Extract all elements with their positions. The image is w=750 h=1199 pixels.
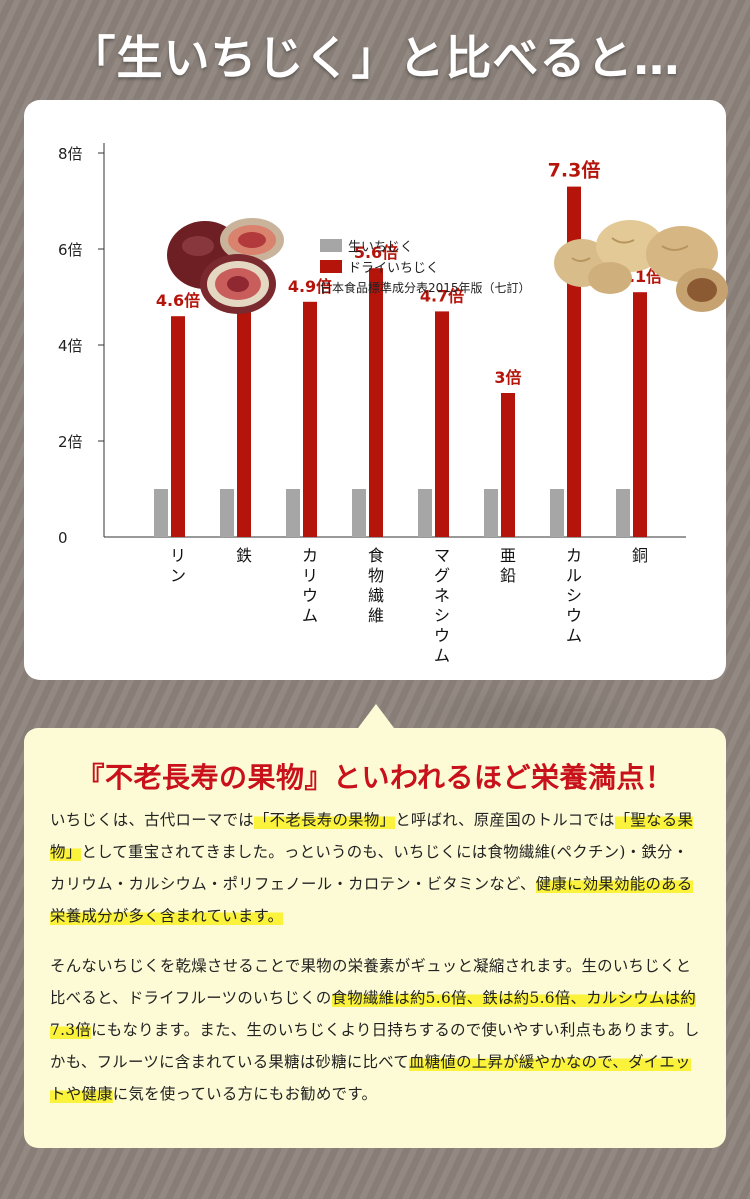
data-label: 4.7倍 <box>420 286 464 305</box>
bar-dried <box>369 268 383 537</box>
category-label-char: 物 <box>368 566 384 585</box>
legend-item-fresh: 生いちじく <box>320 235 531 256</box>
legend-swatch-fresh <box>320 239 342 252</box>
category-label-char: ル <box>566 566 582 585</box>
body-text: そんないちじくを乾燥させることで果物の栄養素がギュッと凝縮されます。生のいちじく… <box>50 957 692 1007</box>
category-label-char: ウ <box>434 626 450 645</box>
category-label-char: 食 <box>368 546 384 565</box>
category-label-char: ム <box>434 646 450 665</box>
legend-item-dried: ドライいちじく <box>320 256 531 277</box>
category-label-char: リ <box>302 566 318 585</box>
category-label-char: 銅 <box>632 546 648 565</box>
data-label: 4.9倍 <box>288 277 332 296</box>
category-label-char: シ <box>434 606 450 625</box>
category-label-char: 維 <box>368 606 384 625</box>
legend-swatch-dried <box>320 260 342 273</box>
fresh-fig-image <box>167 218 284 314</box>
body-text: に気を使っている方にもお勧めです。 <box>112 1085 378 1103</box>
bar-dried <box>237 268 251 537</box>
category-label-char: シ <box>566 586 582 605</box>
category-label-char: カ <box>566 546 582 565</box>
data-label: 7.3倍 <box>548 159 601 182</box>
data-label: 5.6倍 <box>354 243 398 262</box>
bar-fresh <box>220 489 234 537</box>
bar-fresh <box>484 489 498 537</box>
y-tick-label: 6倍 <box>58 241 83 259</box>
category-label-char: グ <box>434 566 450 585</box>
info-paragraph-2: そんないちじくを乾燥させることで果物の栄養素がギュッと凝縮されます。生のいちじく… <box>50 950 702 1110</box>
category-label-char: 鉛 <box>500 566 516 585</box>
chart-panel: 02倍4倍6倍8倍4.6倍リン5.6倍鉄4.9倍カリウム5.6倍食物繊維4.7倍… <box>24 100 728 680</box>
dried-fig-image <box>554 220 728 312</box>
category-label-char: ム <box>566 626 582 645</box>
category-label-char: ウ <box>566 606 582 625</box>
data-label: 4.6倍 <box>156 291 200 310</box>
bar-dried <box>435 311 449 537</box>
info-heading: 『不老長寿の果物』といわれるほど栄養満点！ <box>76 761 674 794</box>
bar-fresh <box>418 489 432 537</box>
body-text: として重宝されてきました。っというのも、いちじくには食物繊維(ペクチン)・鉄分・… <box>50 843 689 893</box>
bar-fresh <box>352 489 366 537</box>
bar-dried <box>171 316 185 537</box>
category-label-char: 鉄 <box>236 546 252 565</box>
body-text: いちじくは、古代ローマでは <box>50 811 254 829</box>
category-label-char: リ <box>170 546 186 565</box>
body-text: と呼ばれ、原産国のトルコでは <box>395 811 615 829</box>
callout-arrow <box>358 704 394 728</box>
category-label-char: ネ <box>434 586 450 605</box>
source-note: 日本食品標準成分表2015年版（七訂） <box>320 281 531 295</box>
bar-fresh <box>550 489 564 537</box>
category-label-char: 繊 <box>368 586 384 605</box>
category-label-char: ウ <box>302 586 318 605</box>
bar-fresh <box>616 489 630 537</box>
legend-label-fresh: 生いちじく <box>348 240 414 255</box>
category-label-char: ム <box>302 606 318 625</box>
page-title: 「生いちじく」と比べると… <box>69 31 681 85</box>
y-tick-label: 2倍 <box>58 433 83 451</box>
bar-dried <box>303 301 317 537</box>
bar-dried <box>501 393 515 537</box>
info-paragraph-1: いちじくは、古代ローマでは「不老長寿の果物」と呼ばれ、原産国のトルコでは「聖なる… <box>50 804 702 932</box>
bar-fresh <box>154 489 168 537</box>
legend-label-dried: ドライいちじく <box>348 261 440 276</box>
data-label: 3倍 <box>494 368 521 387</box>
y-tick-label: 4倍 <box>58 337 83 355</box>
chart-legend: 生いちじく ドライいちじく 日本食品標準成分表2015年版（七訂） <box>320 235 531 296</box>
y-tick-label: 0 <box>58 529 68 547</box>
category-label-char: 亜 <box>500 546 516 565</box>
bar-chart: 02倍4倍6倍8倍4.6倍リン5.6倍鉄4.9倍カリウム5.6倍食物繊維4.7倍… <box>58 143 686 665</box>
body-text: にもなります。また、生のいちじくより日持ちするので使いやすい利点もあります。しか… <box>50 1021 700 1071</box>
highlighted-text: 「不老長寿の果物」 <box>253 811 396 829</box>
y-tick-label: 8倍 <box>58 145 83 163</box>
bar-fresh <box>286 489 300 537</box>
info-panel: 『不老長寿の果物』といわれるほど栄養満点！ いちじくは、古代ローマでは「不老長寿… <box>24 728 726 1148</box>
category-label-char: カ <box>302 546 318 565</box>
category-label-char: ン <box>170 566 186 585</box>
category-label-char: マ <box>434 546 450 565</box>
bar-dried <box>633 292 647 537</box>
